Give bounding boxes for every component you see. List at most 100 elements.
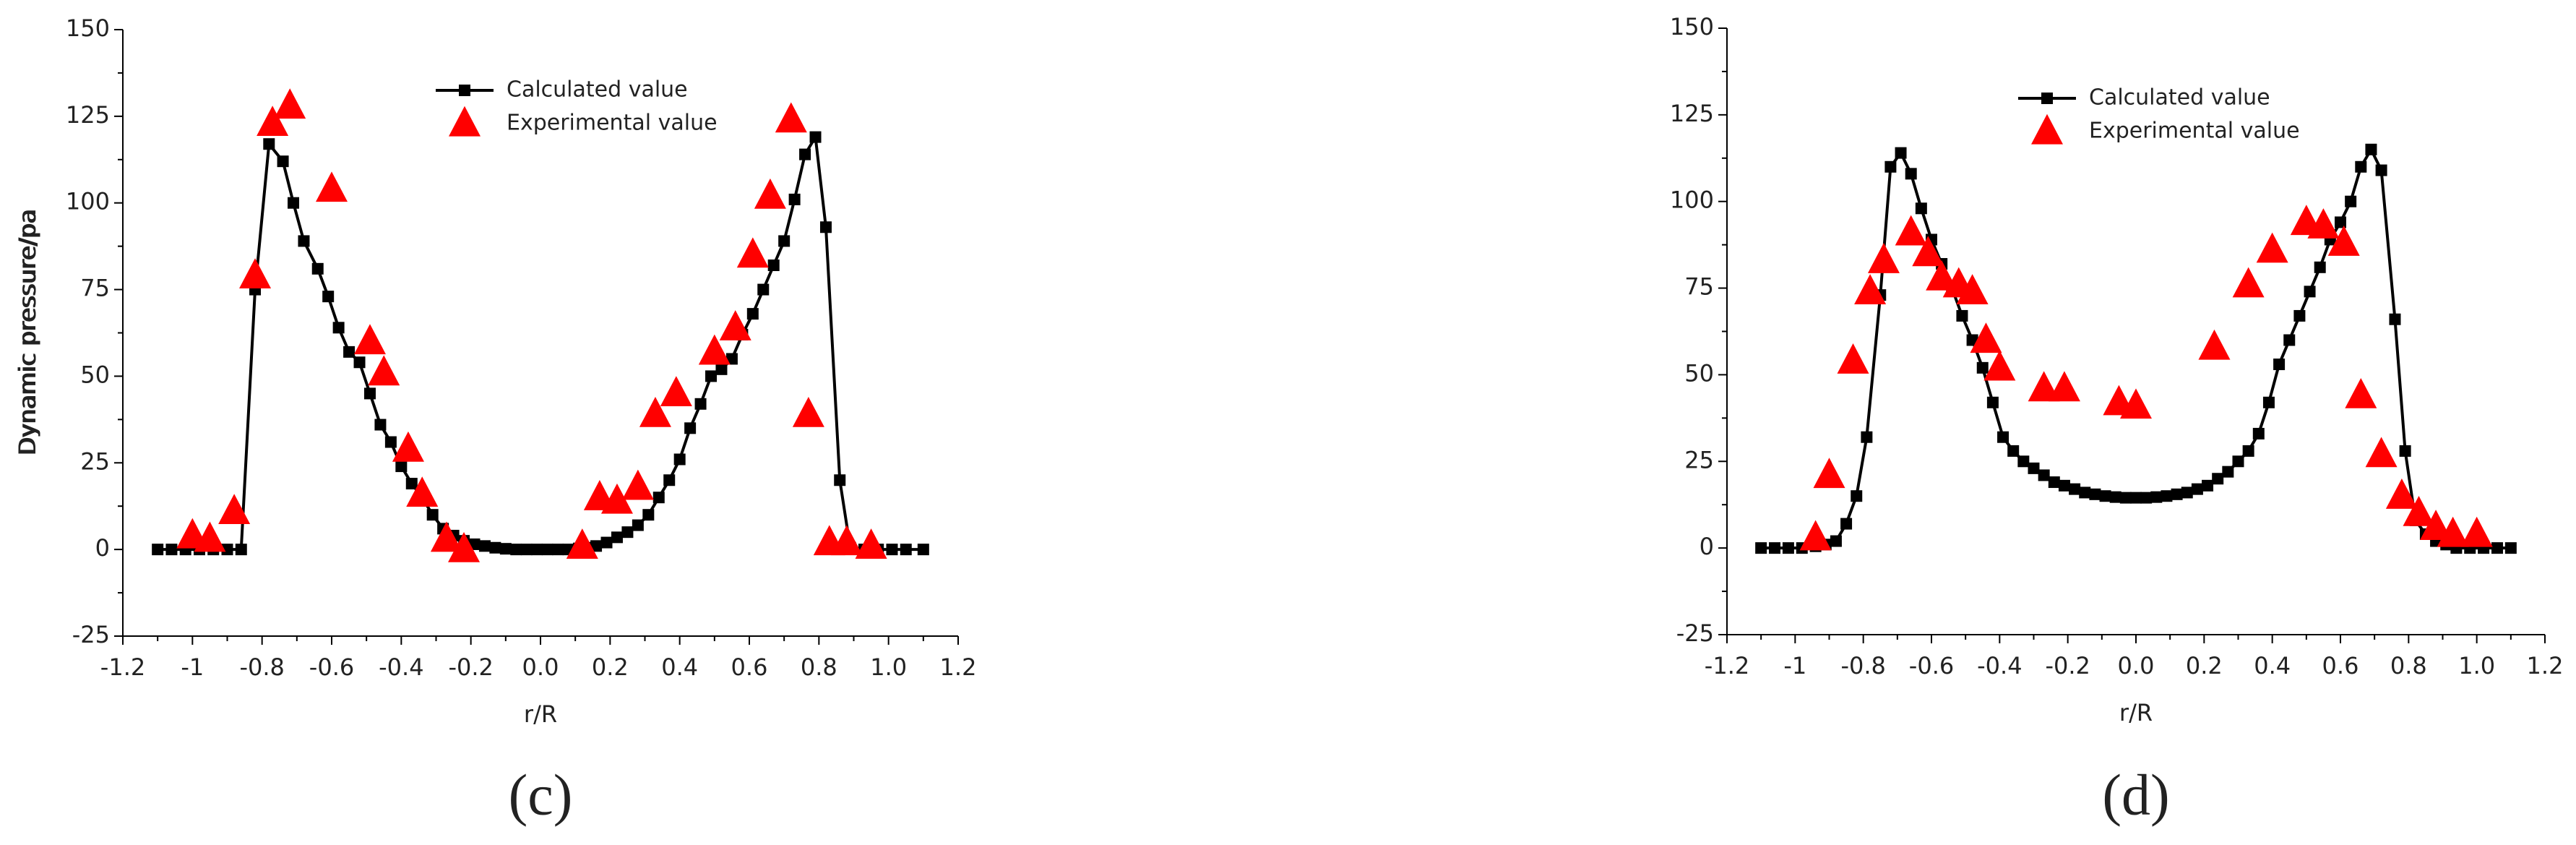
data-point xyxy=(1861,431,1873,443)
data-point xyxy=(632,519,644,531)
data-point xyxy=(757,283,770,296)
y-tick-label: 150 xyxy=(66,14,110,42)
panel-label: (d) xyxy=(2102,763,2169,827)
data-point xyxy=(2262,396,2275,408)
x-tick-label: -0.8 xyxy=(1840,652,1885,679)
y-tick-label: 75 xyxy=(1684,273,1714,301)
data-point xyxy=(767,259,780,272)
data-point xyxy=(353,324,386,355)
data-point xyxy=(746,308,759,320)
data-point xyxy=(235,544,247,556)
data-point xyxy=(799,148,811,160)
data-point xyxy=(2504,542,2517,554)
data-point xyxy=(830,525,863,556)
data-point xyxy=(590,540,603,552)
data-point xyxy=(1915,202,1927,215)
data-point xyxy=(1884,160,1897,173)
data-point xyxy=(2283,334,2296,346)
data-point xyxy=(855,528,887,559)
data-point xyxy=(754,178,786,209)
data-point xyxy=(363,387,376,400)
data-point xyxy=(1997,431,2009,443)
data-point xyxy=(2345,195,2357,207)
y-tick-label: 150 xyxy=(1670,13,1714,40)
y-tick-label: -25 xyxy=(72,621,110,648)
data-point xyxy=(1813,458,1845,489)
data-point xyxy=(298,235,310,247)
data-point xyxy=(322,291,335,303)
data-point xyxy=(2304,286,2316,298)
data-point xyxy=(239,258,272,288)
data-point xyxy=(2058,479,2070,492)
data-point xyxy=(621,469,654,500)
x-axis-label: r/R xyxy=(2119,699,2153,726)
legend-label: Calculated value xyxy=(2089,85,2270,111)
data-point xyxy=(2491,542,2503,554)
x-tick-label: 0.8 xyxy=(2390,652,2427,679)
data-point xyxy=(2242,445,2254,457)
data-point xyxy=(2161,490,2173,502)
data-point xyxy=(2335,216,2346,228)
legend-label: Experimental value xyxy=(507,111,718,136)
data-point xyxy=(221,544,233,556)
data-point xyxy=(406,476,439,507)
data-point xyxy=(257,106,289,137)
data-point xyxy=(552,544,564,556)
data-point xyxy=(2385,479,2418,509)
y-tick-label: 0 xyxy=(95,534,110,562)
data-point xyxy=(2399,445,2411,457)
data-point xyxy=(1905,168,1917,180)
data-point xyxy=(1966,334,1978,346)
data-point xyxy=(2119,492,2132,504)
x-tick-label: -0.4 xyxy=(1977,652,2022,679)
data-point xyxy=(2191,483,2203,495)
data-point xyxy=(2150,491,2163,503)
data-point xyxy=(478,540,491,552)
data-point xyxy=(353,356,366,369)
data-point xyxy=(1986,396,1999,408)
data-point xyxy=(152,544,164,556)
data-point xyxy=(2028,371,2060,402)
x-tick-label: 1.0 xyxy=(2458,652,2495,679)
data-point xyxy=(392,431,424,462)
data-point xyxy=(277,155,289,168)
data-point xyxy=(1956,309,1968,322)
data-point xyxy=(499,543,512,555)
data-point xyxy=(274,88,306,119)
data-point xyxy=(1782,542,1794,554)
x-tick-label: -0.4 xyxy=(379,653,423,681)
data-point xyxy=(1769,542,1781,554)
data-point xyxy=(719,310,751,340)
data-point xyxy=(2307,208,2340,239)
data-point xyxy=(2212,473,2224,485)
data-point xyxy=(1976,361,1989,374)
data-point xyxy=(621,526,634,539)
data-point xyxy=(531,544,543,556)
x-tick-label: 0.2 xyxy=(592,653,629,681)
x-tick-label: -0.6 xyxy=(309,653,354,681)
data-point xyxy=(698,334,731,365)
data-point xyxy=(1830,535,1842,547)
data-point xyxy=(600,483,633,514)
legend-label: Calculated value xyxy=(507,77,688,103)
data-point xyxy=(510,544,522,556)
data-point xyxy=(2048,476,2060,489)
data-point xyxy=(652,492,665,504)
data-point xyxy=(1854,274,1887,304)
data-point xyxy=(2256,232,2288,263)
y-tick-label: 100 xyxy=(66,188,110,215)
data-point xyxy=(1851,490,1863,502)
x-tick-label: -1 xyxy=(181,653,204,681)
data-point xyxy=(263,138,275,150)
data-point xyxy=(218,494,251,525)
x-tick-label: 1.2 xyxy=(940,653,977,681)
data-point xyxy=(2202,479,2214,492)
data-point xyxy=(2314,261,2326,273)
data-point xyxy=(343,346,356,358)
y-tick-label: 25 xyxy=(80,447,110,475)
x-tick-label: 0.6 xyxy=(2322,652,2359,679)
data-point xyxy=(2007,445,2020,457)
data-point xyxy=(311,262,324,275)
